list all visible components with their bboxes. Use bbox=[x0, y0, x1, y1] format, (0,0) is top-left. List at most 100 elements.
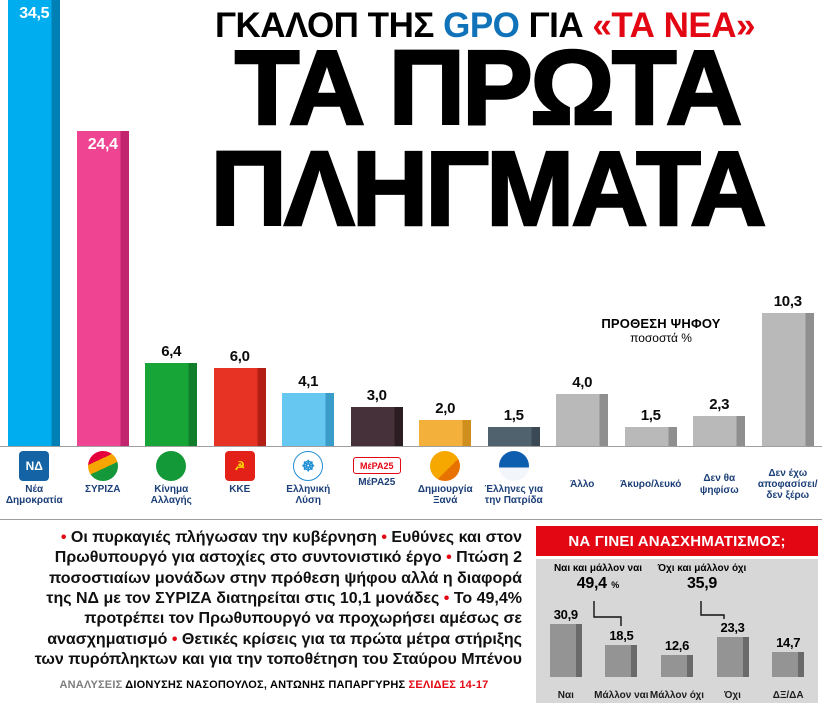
mini-bar-column: 14,7 bbox=[760, 635, 816, 677]
bar-column: 2,0 bbox=[411, 400, 480, 446]
bar bbox=[693, 416, 746, 446]
summary-segment: • Θετικές κρίσεις για τα πρώτα μέτρα στή… bbox=[34, 630, 522, 668]
party-label: Δεν έχω αποφασίσει/ δεν ξέρω bbox=[757, 467, 818, 502]
byline: ΑΝΑΛΥΣΕΙΣ ΔΙΟΝΥΣΗΣ ΝΑΣΟΠΟΥΛΟΣ, ΑΝΤΩΝΗΣ Π… bbox=[26, 679, 522, 691]
mini-bar bbox=[660, 655, 693, 677]
party-label: Δεν θα ψηφίσω bbox=[699, 473, 739, 496]
annotation-yes-group: Ναι και μάλλον ναι 49,4 % bbox=[542, 563, 654, 593]
bullet-icon: • bbox=[60, 529, 71, 546]
bar-value: 1,5 bbox=[640, 406, 661, 424]
bar-value: 34,5 bbox=[19, 5, 50, 22]
party-cell: Δημιουργία Ξανά bbox=[411, 447, 480, 519]
byline-pages: ΣΕΛΙΔΕΣ 14-17 bbox=[408, 679, 489, 692]
sidebox-title: ΝΑ ΓΙΝΕΙ ΑΝΑΣΧΗΜΑΤΙΣΜΟΣ; bbox=[536, 526, 818, 556]
party-label: Νέα Δημοκρατία bbox=[5, 484, 63, 507]
bar bbox=[350, 407, 403, 446]
bar-column: 6,0 bbox=[206, 348, 275, 446]
mini-bar-value: 12,6 bbox=[664, 638, 690, 654]
bullet-icon: • bbox=[171, 630, 182, 648]
mini-bar-value: 14,7 bbox=[776, 634, 801, 650]
reshuffle-poll-box: ΝΑ ΓΙΝΕΙ ΑΝΑΣΧΗΜΑΤΙΣΜΟΣ; Ναι και μάλλον … bbox=[536, 520, 818, 704]
annotation-yes-label: Ναι και μάλλον ναι bbox=[553, 563, 643, 574]
annotation-no-group: Όχι και μάλλον όχι 35,9 bbox=[648, 563, 756, 593]
bullet-icon: • bbox=[381, 529, 392, 546]
party-cell: ☸ Ελληνική Λύση bbox=[274, 447, 343, 519]
annotation-no-value: 35,9 bbox=[687, 574, 717, 592]
bar-column: 4,1 bbox=[274, 373, 343, 446]
bar-value: 24,4 bbox=[87, 135, 118, 153]
party-cell: Δεν θα ψηφίσω bbox=[685, 447, 754, 519]
kicker-mid: ΓΙΑ bbox=[528, 6, 584, 45]
mini-bar-value: 23,3 bbox=[720, 619, 745, 635]
party-label: Ελληνική Λύση bbox=[286, 484, 331, 507]
mini-bar-column: 23,3 bbox=[705, 620, 761, 677]
summary-segment: • Οι πυρκαγιές πλήγωσαν την κυβέρνηση bbox=[60, 529, 382, 546]
bar-column: 10,3 bbox=[754, 293, 822, 446]
byline-label: ΑΝΑΛΥΣΕΙΣ bbox=[59, 679, 123, 692]
summary-segment: • Πτώση 2 ποσοστιαίων μονάδων στην πρόθε… bbox=[46, 549, 522, 607]
party-label: ΚΚΕ bbox=[229, 484, 251, 495]
poll-chart-section: 34,5 24,4 6,4 6,0 4,1 3,0 2,0 1,5 4,0 1,5 2,3 10,3 … bbox=[0, 0, 822, 520]
party-logo: ΝΔ bbox=[19, 451, 50, 481]
party-cell: Δεν έχω αποφασίσει/ δεν ξέρω bbox=[754, 447, 822, 519]
kicker-pre: ΓΚΑΛΟΠ ΤΗΣ bbox=[214, 6, 434, 45]
bar: 34,5 bbox=[8, 0, 61, 446]
mini-bar bbox=[605, 645, 638, 677]
party-label: Άκυρο/λευκό bbox=[620, 478, 682, 490]
kicker-brand: GPO bbox=[443, 6, 520, 45]
bar-value: 2,0 bbox=[435, 400, 456, 418]
party-logo: ☸ bbox=[293, 451, 324, 481]
bar-value: 10,3 bbox=[773, 292, 802, 310]
mini-bar-value: 30,9 bbox=[553, 606, 578, 622]
party-cell: Έλληνες για την Πατρίδα bbox=[480, 447, 549, 519]
party-logo bbox=[156, 451, 187, 481]
sidebox-chart-panel: Ναι και μάλλον ναι 49,4 % Όχι και μάλλον… bbox=[536, 559, 818, 703]
party-label: ΣΥΡΙΖΑ bbox=[85, 484, 121, 495]
mini-bar-label: ΔΞ/ΔΑ bbox=[772, 689, 804, 701]
bar-column: 1,5 bbox=[480, 407, 549, 446]
summary-block: • Οι πυρκαγιές πλήγωσαν την κυβέρνηση • … bbox=[0, 520, 536, 704]
mini-bar bbox=[716, 636, 749, 677]
party-cell: ΝΔ Νέα Δημοκρατία bbox=[0, 447, 69, 519]
kicker-quote: «ΤΑ ΝΕΑ» bbox=[592, 6, 756, 45]
mini-bar-column: 12,6 bbox=[649, 638, 705, 677]
bar bbox=[213, 368, 266, 446]
party-cell: ΣΥΡΙΖΑ bbox=[69, 447, 138, 519]
chart-note-title: ΠΡΟΘΕΣΗ ΨΗΦΟΥ bbox=[601, 316, 721, 331]
bar-value: 1,5 bbox=[503, 406, 524, 424]
bar-column: 34,5 bbox=[0, 0, 69, 446]
party-cell: ΜέΡΑ25 ΜέΡΑ25 bbox=[343, 447, 412, 519]
lower-section: • Οι πυρκαγιές πλήγωσαν την κυβέρνηση • … bbox=[0, 520, 822, 704]
bar bbox=[282, 393, 335, 446]
party-logo bbox=[498, 451, 529, 481]
chart-note: ΠΡΟΘΕΣΗ ΨΗΦΟΥ ποσοστά % bbox=[586, 316, 736, 345]
party-cell: Κίνημα Αλλαγής bbox=[137, 447, 206, 519]
mini-bar-label: Όχι bbox=[724, 689, 741, 701]
bar bbox=[624, 426, 677, 446]
bar bbox=[487, 426, 540, 446]
mini-bar-label: Μάλλον ναι bbox=[594, 689, 649, 701]
chart-note-subtitle: ποσοστά % bbox=[630, 331, 692, 345]
party-cell: Άκυρο/λευκό bbox=[617, 447, 686, 519]
mini-bar-column: 18,5 bbox=[594, 628, 650, 677]
bar-value: 4,1 bbox=[298, 373, 319, 390]
bullet-icon: • bbox=[443, 589, 454, 607]
mini-bar-column: 30,9 bbox=[538, 607, 594, 677]
annotation-yes-suffix: % bbox=[611, 579, 620, 590]
bar-value: 4,0 bbox=[572, 374, 593, 392]
annotation-no-label: Όχι και μάλλον όχι bbox=[657, 563, 747, 574]
party-label: Άλλο bbox=[570, 478, 595, 490]
mini-chart-bars: 30,9 18,5 12,6 23,3 14,7 bbox=[538, 607, 816, 677]
bar-column: 6,4 bbox=[137, 343, 206, 446]
party-label: Δημιουργία Ξανά bbox=[417, 484, 473, 507]
vote-intention-chart: 34,5 24,4 6,4 6,0 4,1 3,0 2,0 1,5 4,0 1,5 2,3 10,3 bbox=[0, 0, 822, 446]
bar bbox=[556, 394, 609, 446]
bullet-icon: • bbox=[446, 549, 457, 567]
bar-value: 3,0 bbox=[366, 387, 387, 405]
bar-column: 2,3 bbox=[685, 396, 754, 446]
summary-text: • Οι πυρκαγιές πλήγωσαν την κυβέρνηση • … bbox=[26, 528, 522, 670]
bar-value: 6,4 bbox=[161, 343, 182, 361]
headline-line2: ΠΛΗΓΜΑΤΑ bbox=[209, 129, 768, 248]
bar-column: 24,4 bbox=[69, 130, 138, 446]
